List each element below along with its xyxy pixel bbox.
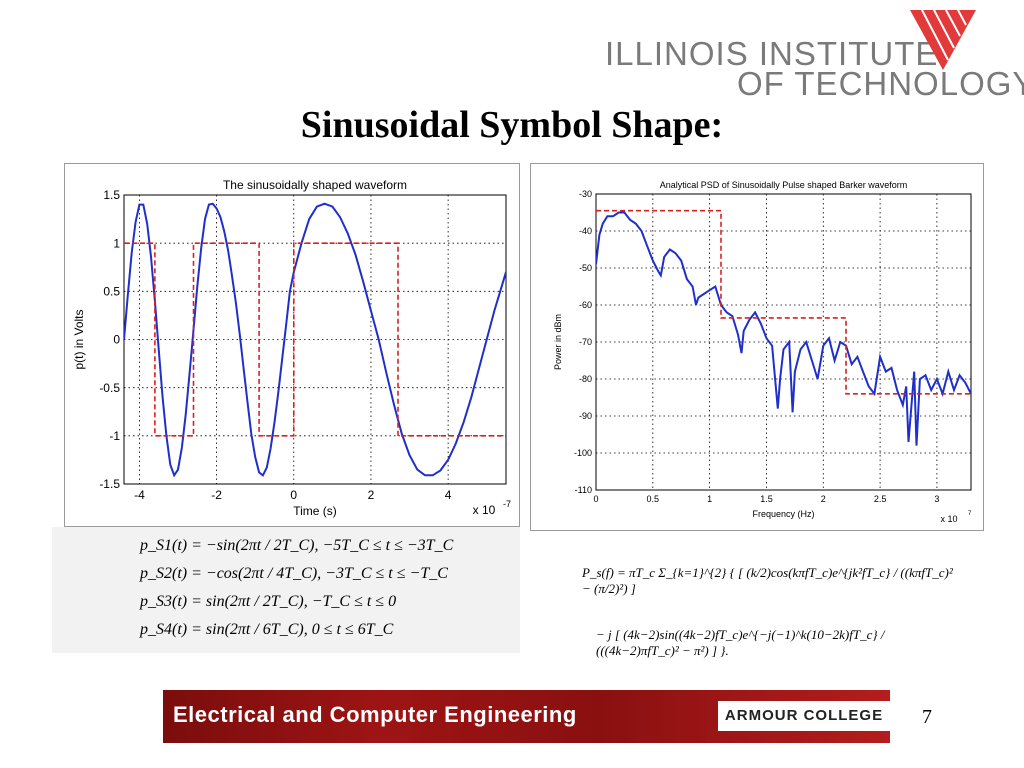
x-tick-label: 0 xyxy=(593,494,598,504)
x-tick-label: 2.5 xyxy=(874,494,887,504)
y-tick-label: -60 xyxy=(579,300,592,310)
psd-chart: 0 0.5 1 1.5 2 2.5 3 -30 -40 -50 -60 -70 -80 -90 -100 -1… xyxy=(553,180,972,524)
x-multiplier: x 10 xyxy=(940,514,957,524)
x-multiplier-exponent: -7 xyxy=(503,499,511,509)
y-tick-label: -100 xyxy=(574,448,592,458)
chart-title: Analytical PSD of Sinusoidally Pulse sha… xyxy=(660,180,908,190)
series-line-1 xyxy=(124,202,506,478)
y-tick-label: -30 xyxy=(579,189,592,199)
x-tick-label: 3 xyxy=(934,494,939,504)
x-tick-label: 0 xyxy=(290,488,297,502)
y-tick-label: -90 xyxy=(579,411,592,421)
x-tick-label: -4 xyxy=(134,488,145,502)
footer-banner: Electrical and Computer Engineering ARMO… xyxy=(163,690,890,743)
y-tick-label: 1 xyxy=(113,236,120,250)
y-tick-label: -40 xyxy=(579,226,592,236)
y-tick-label: 1.5 xyxy=(103,188,120,202)
iit-logo: ILLINOIS INSTITUTE OF TECHNOLOGY xyxy=(605,8,1024,103)
y-tick-label: -1 xyxy=(109,429,120,443)
x-tick-label: -2 xyxy=(211,488,222,502)
psd-equation-line2: − j [ (4k−2)sin((4k−2)fT_c)e^{−j(−1)^k(1… xyxy=(596,627,885,658)
y-axis-label: Power in dBm xyxy=(553,314,563,370)
psd-equation: P_s(f) = πT_c Σ_{k=1}^{2} { [ (k/2)cos(k… xyxy=(574,535,960,687)
psd-chart-panel: 0 0.5 1 1.5 2 2.5 3 -30 -40 -50 -60 -70 -80 -90 -100 -1… xyxy=(530,163,984,531)
series-line-1 xyxy=(596,211,971,446)
x-multiplier-exponent: 7 xyxy=(968,511,972,517)
y-tick-label: -70 xyxy=(579,337,592,347)
x-tick-label: 2 xyxy=(821,494,826,504)
chart-title: The sinusoidally shaped waveform xyxy=(223,178,407,192)
symbol-equations: p_S1(t) = −sin(2πt / 2T_C), −5T_C ≤ t ≤ … xyxy=(52,527,520,653)
page-number: 7 xyxy=(922,706,932,728)
footer-department: Electrical and Computer Engineering xyxy=(173,702,577,727)
x-tick-label: 0.5 xyxy=(647,494,660,504)
equation-ps4: p_S4(t) = sin(2πt / 6T_C), 0 ≤ t ≤ 6T_C xyxy=(140,621,394,638)
equation-ps1: p_S1(t) = −sin(2πt / 2T_C), −5T_C ≤ t ≤ … xyxy=(140,537,454,554)
x-tick-label: 2 xyxy=(368,488,375,502)
y-tick-label: -0.5 xyxy=(99,381,120,395)
slide-title: Sinusoidal Symbol Shape: xyxy=(300,104,724,146)
x-multiplier: x 10 xyxy=(473,503,496,517)
footer-college: ARMOUR COLLEGE xyxy=(718,701,890,731)
logo-line2: OF TECHNOLOGY xyxy=(737,65,1024,102)
iit-triangle-logo-icon xyxy=(910,9,976,70)
y-tick-label: -50 xyxy=(579,263,592,273)
x-axis-label: Frequency (Hz) xyxy=(752,509,814,519)
equation-ps2: p_S2(t) = −cos(2πt / 4T_C), −3T_C ≤ t ≤ … xyxy=(140,565,448,582)
y-tick-label: -1.5 xyxy=(99,477,120,491)
y-tick-label: -80 xyxy=(579,374,592,384)
y-tick-label: 0.5 xyxy=(103,285,120,299)
waveform-chart: -4 -2 0 2 4 1.5 1 0.5 0 -0.5 -1 -1.5 The sinusoidall… xyxy=(72,178,511,518)
equation-ps3: p_S3(t) = sin(2πt / 2T_C), −T_C ≤ t ≤ 0 xyxy=(140,593,397,610)
x-tick-label: 1.5 xyxy=(760,494,773,504)
series-line-2 xyxy=(124,242,506,437)
x-tick-label: 1 xyxy=(707,494,712,504)
x-tick-label: 4 xyxy=(445,488,452,502)
series-line-2 xyxy=(596,209,971,395)
waveform-chart-panel: -4 -2 0 2 4 1.5 1 0.5 0 -0.5 -1 -1.5 The sinusoidall… xyxy=(64,163,520,527)
x-axis-label: Time (s) xyxy=(293,504,337,518)
y-axis-label: p(t) in Volts xyxy=(72,309,86,369)
y-tick-label: 0 xyxy=(113,333,120,347)
psd-equation-line1: P_s(f) = πT_c Σ_{k=1}^{2} { [ (k/2)cos(k… xyxy=(582,565,953,596)
y-tick-label: -110 xyxy=(575,485,592,495)
logo-line1: ILLINOIS INSTITUTE xyxy=(605,35,939,72)
plot-area xyxy=(595,193,972,491)
